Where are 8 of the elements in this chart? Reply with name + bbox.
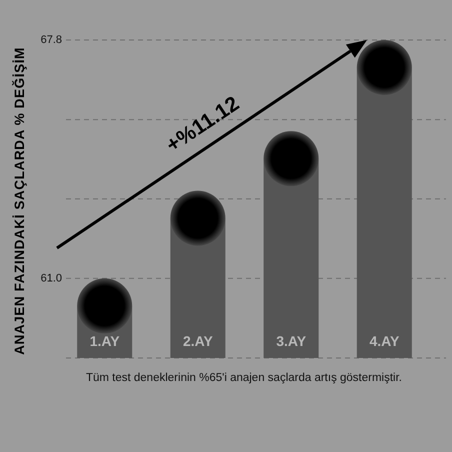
y-axis-title: ANAJEN FAZINDAKİ SAÇLARDA % DEĞİŞİM [12,47,27,355]
text: Tüm test deneklerinin %65'i anajen saçlarda artış göstermiştir. [86,372,402,384]
x-tick-label: 4.AY [369,333,400,349]
y-tick-label: 61.0 [40,272,62,284]
x-tick-label: 1.AY [90,333,120,349]
y-tick-label: 67.8 [40,34,62,46]
x-tick-label: 2.AY [182,333,214,349]
x-tick-label: 3.AY [276,333,307,349]
